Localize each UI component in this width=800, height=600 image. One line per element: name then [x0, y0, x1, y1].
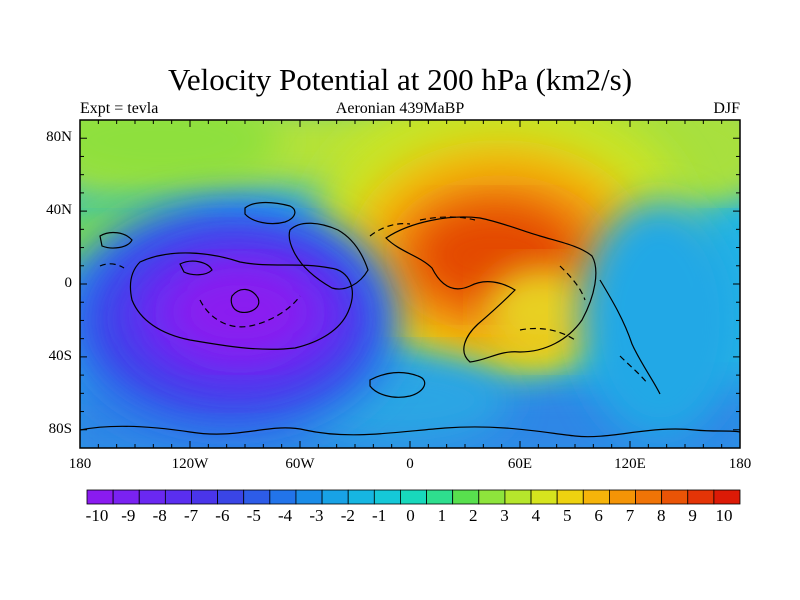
y-tick-label: 80N — [46, 129, 72, 146]
colorbar-swatch — [112, 489, 140, 505]
x-tick-label: 120W — [171, 456, 209, 472]
colorbar-swatch — [164, 489, 192, 505]
colorbar-swatch — [635, 489, 663, 505]
colorbar-label: -5 — [246, 506, 261, 525]
y-tick-label: 40S — [48, 347, 72, 364]
x-tick-label: 180 — [68, 456, 92, 472]
coastline — [99, 231, 133, 249]
colorbar-label: -3 — [309, 506, 324, 525]
colorbar-label: -10 — [85, 506, 109, 525]
colorbar-swatch — [713, 489, 741, 505]
colorbar-swatch — [400, 489, 427, 505]
colorbar-label: -4 — [278, 506, 293, 525]
dashed-coastline — [619, 355, 649, 385]
axis-tickmarks — [79, 119, 741, 449]
colorbar-label: 9 — [688, 506, 697, 525]
coastline — [80, 425, 740, 438]
colorbar-label: -8 — [152, 506, 167, 525]
colorbar-swatch — [452, 489, 480, 505]
dashed-coastlines — [99, 216, 649, 385]
colorbar-label: 1 — [437, 506, 447, 525]
colorbar-swatch — [687, 489, 715, 505]
colorbar-swatch — [86, 489, 114, 505]
coastline — [129, 252, 353, 350]
x-tick-label: 0 — [406, 456, 414, 472]
x-tick-label: 60W — [285, 456, 315, 472]
colorbar-swatch — [321, 489, 349, 505]
velocity-potential-field — [80, 120, 740, 448]
season-label: DJF — [713, 100, 740, 117]
coastline — [244, 201, 296, 225]
chart-title: Velocity Potential at 200 hPa (km2/s) — [167, 62, 633, 97]
y-tick-label: 0 — [64, 275, 73, 291]
coastline — [230, 288, 260, 313]
colorbar-swatch — [582, 489, 610, 505]
colorbar-label: 3 — [500, 506, 509, 525]
colorbar-label: -9 — [121, 506, 136, 525]
experiment-label: Expt = tevla — [80, 100, 159, 117]
colorbar-label: 2 — [468, 506, 478, 525]
colorbar-swatch — [609, 489, 636, 505]
y-tick-label: 80S — [48, 420, 72, 437]
colorbar-swatch — [269, 489, 297, 505]
colorbar-swatch — [138, 489, 166, 505]
colorbar-label: 4 — [531, 506, 541, 525]
colorbar-label: -2 — [340, 506, 355, 525]
colorbar-swatch — [295, 489, 323, 505]
colorbar-label: 10 — [715, 506, 733, 525]
coastline — [179, 260, 213, 276]
colorbar-label: 6 — [594, 506, 603, 525]
dashed-coastline — [369, 223, 411, 237]
colorbar-swatch — [243, 489, 271, 505]
y-tick-label: 40N — [46, 202, 72, 219]
colorbar-swatch — [347, 489, 375, 505]
x-tick-label: 180 — [728, 456, 752, 472]
colorbar-label: 0 — [406, 506, 415, 525]
colorbar-label: 7 — [625, 506, 635, 525]
coastline — [385, 216, 597, 363]
colorbar-label: -6 — [215, 506, 230, 525]
dashed-coastline — [199, 295, 301, 328]
period-label: Aeronian 439MaBP — [335, 100, 465, 117]
colorbar-swatch — [191, 489, 218, 505]
coastline — [288, 222, 369, 290]
colorbar-swatch — [504, 489, 532, 505]
colorbar — [86, 489, 741, 505]
colorbar-swatch — [217, 489, 245, 505]
dashed-coastline — [419, 216, 476, 221]
colorbar-label: 5 — [563, 506, 572, 525]
dashed-coastline — [519, 327, 576, 341]
colorbar-swatch — [426, 489, 454, 505]
coastlines — [80, 201, 740, 438]
colorbar-label: -1 — [372, 506, 387, 525]
dashed-coastline — [559, 265, 586, 301]
coastline — [369, 371, 426, 398]
colorbar-swatch — [661, 489, 689, 505]
colorbar-swatch — [478, 489, 506, 505]
colorbar-swatch — [556, 489, 584, 505]
x-tick-label: 60E — [507, 456, 533, 472]
colorbar-swatch — [530, 489, 558, 505]
x-tick-label: 120E — [614, 456, 646, 472]
dashed-coastline — [99, 263, 125, 269]
colorbar-label: 8 — [657, 506, 666, 525]
coastline — [599, 279, 661, 395]
colorbar-swatch — [373, 489, 401, 505]
colorbar-label: -7 — [183, 506, 199, 525]
